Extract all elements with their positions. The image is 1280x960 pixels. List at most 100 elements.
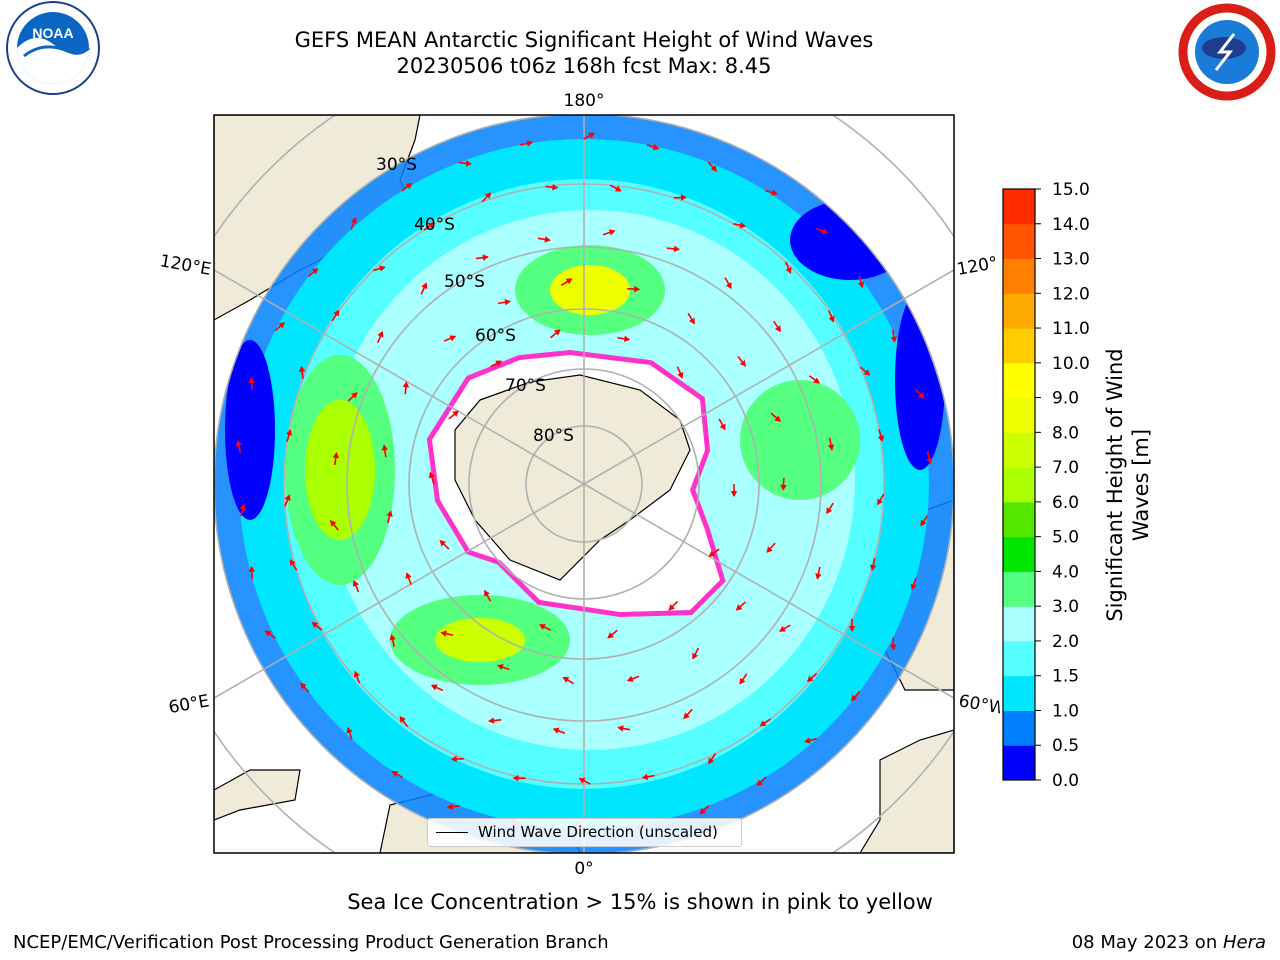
wind-wave-arrowhead bbox=[278, 322, 285, 329]
lat-label-40s: 40°S bbox=[414, 215, 455, 235]
wind-wave-arrowhead bbox=[539, 624, 546, 630]
wind-wave-arrowhead bbox=[730, 491, 738, 498]
wind-wave-arrowhead bbox=[565, 278, 573, 285]
wind-wave-arrowhead bbox=[863, 369, 871, 376]
wind-wave-arrowhead bbox=[239, 503, 246, 511]
wind-wave-arrowhead bbox=[608, 229, 616, 236]
wind-wave-arrowhead bbox=[771, 189, 778, 196]
colorbar-cell bbox=[1003, 571, 1035, 607]
wind-wave-arrowhead bbox=[739, 677, 746, 685]
wind-wave-arrowhead bbox=[614, 185, 622, 192]
wind-wave-arrowhead bbox=[739, 222, 747, 229]
colorbar-tick-label: 5.0 bbox=[1052, 528, 1079, 548]
colorbar-tick-label: 6.0 bbox=[1052, 493, 1079, 513]
wind-wave-arrowhead bbox=[774, 325, 781, 333]
wind-wave-arrowhead bbox=[617, 725, 624, 732]
wind-wave-arrowhead bbox=[351, 392, 358, 399]
wind-wave-arrowhead bbox=[785, 267, 792, 274]
lat-label-50s: 50°S bbox=[444, 272, 485, 292]
map-frame bbox=[213, 114, 955, 854]
wind-wave-arrowhead bbox=[346, 726, 353, 734]
legend-label: Wind Wave Direction (unscaled) bbox=[478, 823, 718, 841]
colorbar-tick-label: 4.0 bbox=[1052, 562, 1079, 582]
wind-wave-arrowhead bbox=[680, 194, 687, 201]
colorbar-tick-label: 15.0 bbox=[1052, 180, 1090, 200]
wind-wave-arrowhead bbox=[427, 222, 435, 229]
map-legend: Wind Wave Direction (unscaled) bbox=[427, 818, 742, 847]
wind-wave-arrowhead bbox=[330, 519, 337, 527]
wind-wave-arrowhead bbox=[446, 803, 454, 810]
polar-map: 180° 0° 120°E 120° 60°E 60°W 30°S 40°S 5… bbox=[158, 91, 1000, 879]
wind-wave-arrowhead bbox=[668, 604, 675, 611]
wind-wave-arrowhead bbox=[488, 717, 495, 724]
colorbar-cell bbox=[1003, 640, 1035, 677]
wind-wave-arrowhead bbox=[465, 160, 472, 167]
wind-wave-arrowhead bbox=[311, 621, 319, 629]
colorbar-cell bbox=[1003, 189, 1035, 225]
wind-wave-arrowhead bbox=[402, 381, 410, 388]
wind-wave-arrowhead bbox=[623, 335, 631, 343]
wind-wave-arrowhead bbox=[386, 510, 393, 517]
wind-wave-arrowhead bbox=[298, 365, 306, 373]
wind-wave-arrowhead bbox=[482, 254, 489, 261]
wind-wave-arrowhead bbox=[450, 755, 457, 763]
wind-wave-arrowhead bbox=[877, 498, 884, 506]
wind-wave-arrowhead bbox=[735, 604, 743, 611]
wind-wave-arrowhead bbox=[652, 144, 660, 151]
wind-wave-arrowhead bbox=[526, 140, 533, 147]
wind-wave-arrowhead bbox=[405, 572, 412, 580]
wind-wave-arrowhead bbox=[689, 317, 695, 325]
noaa-logo-icon: NOAA bbox=[6, 1, 100, 95]
wind-wave-arrowhead bbox=[452, 410, 459, 417]
wind-wave-arrowhead bbox=[439, 539, 447, 547]
wind-wave-arrowhead bbox=[692, 652, 699, 660]
wind-wave-arrowhead bbox=[377, 330, 384, 338]
colorbar-tick-labels: 0.0 0.5 1.0 1.5 2.0 3.0 4.0 5.0 6.0 7.0 8.0 9.0 10.0… bbox=[1035, 180, 1090, 790]
wind-wave-arrowhead bbox=[285, 429, 293, 436]
colorbar-cell bbox=[1003, 606, 1035, 642]
colorbar-tick-label: 14.0 bbox=[1052, 215, 1090, 235]
colorbar-tick-label: 8.0 bbox=[1052, 423, 1079, 443]
wind-wave-arrowhead bbox=[806, 675, 814, 683]
colorbar-label: Significant Height of Wind Waves [m] bbox=[1103, 348, 1153, 622]
wind-wave-arrowhead bbox=[379, 265, 386, 272]
lon-label-60e: 60°E bbox=[167, 691, 211, 718]
wind-wave-arrowhead bbox=[311, 268, 319, 275]
wind-wave-arrowhead bbox=[725, 282, 732, 290]
legend-line-icon bbox=[436, 832, 468, 833]
nws-logo-icon bbox=[1178, 3, 1276, 101]
wind-wave-arrowhead bbox=[381, 444, 388, 451]
colorbar-tick-label: 0.0 bbox=[1052, 771, 1079, 790]
south-america-east-landmass bbox=[859, 729, 954, 853]
wind-wave-arrowhead bbox=[774, 415, 781, 422]
wind-wave-arrowhead bbox=[552, 184, 559, 191]
colorbar-cell bbox=[1003, 675, 1035, 711]
map-title: GEFS MEAN Antarctic Significant Height o… bbox=[294, 28, 874, 52]
wind-wave-arrowhead bbox=[813, 377, 820, 384]
wind-wave-arrowhead bbox=[641, 773, 649, 781]
wind-wave-arrowhead bbox=[405, 182, 413, 190]
wind-wave-arrowhead bbox=[512, 774, 519, 782]
wind-wave-arrowhead bbox=[673, 245, 680, 253]
wind-wave-arrowhead bbox=[634, 285, 641, 293]
lat-label-30s: 30°S bbox=[376, 155, 417, 175]
wind-wave-arrowhead bbox=[248, 565, 256, 572]
wind-wave-arrowhead bbox=[428, 471, 435, 479]
wind-wave-arrowhead bbox=[391, 771, 399, 777]
wind-wave-arrowhead bbox=[759, 720, 767, 727]
wind-wave-arrowhead bbox=[920, 519, 927, 527]
wind-wave-arrowhead bbox=[626, 675, 634, 682]
lon-label-60w: 60°W bbox=[957, 691, 1000, 719]
footer-date: 08 May 2023 on bbox=[1071, 932, 1223, 953]
colorbar-cell bbox=[1003, 536, 1035, 572]
colorbar-tick-label: 3.0 bbox=[1052, 597, 1079, 617]
colorbar-cell bbox=[1003, 362, 1035, 399]
wind-wave-arrowhead bbox=[504, 299, 511, 306]
wind-wave-arrowhead bbox=[778, 625, 786, 632]
wind-wave-arrowhead bbox=[552, 727, 560, 734]
wind-wave-arrowhead bbox=[683, 712, 690, 720]
wind-wave-arrowhead bbox=[353, 670, 360, 678]
wind-wave-arrowhead bbox=[877, 435, 885, 442]
wind-wave-arrowhead bbox=[399, 716, 406, 723]
colorbar-tick-label: 0.5 bbox=[1052, 736, 1079, 756]
